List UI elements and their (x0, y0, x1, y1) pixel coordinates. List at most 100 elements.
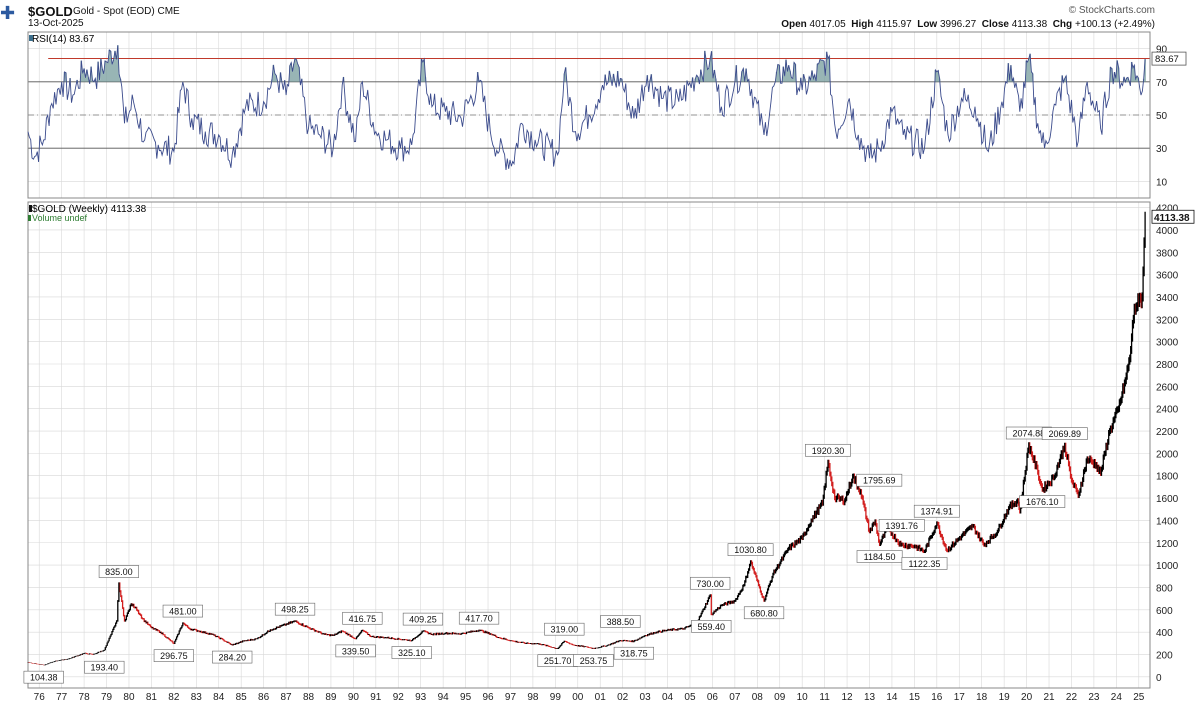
annotation-text: 559.40 (698, 622, 726, 632)
annotation-text: 104.38 (30, 673, 58, 683)
annotation-box (856, 473, 903, 487)
x-tick-label: 19 (999, 692, 1011, 703)
price-down-bars (28, 292, 1142, 666)
annotation-label: 409.25 (402, 612, 444, 626)
annotation-text: 319.00 (551, 625, 579, 635)
rsi-last-value: 83.67 (1151, 51, 1187, 66)
price-tick-label: 1400 (1156, 516, 1179, 527)
annotation-box (856, 550, 903, 563)
annotation-box (727, 543, 774, 556)
x-tick-label: 07 (729, 692, 741, 703)
rsi-panel-icon (29, 35, 33, 41)
annotation-label: 388.50 (600, 615, 641, 628)
annotation-label: 498.25 (274, 602, 316, 616)
price-last-value: 4113.38 (1151, 209, 1195, 224)
high-label: High (851, 19, 874, 30)
annotation-label: 1391.76 (878, 519, 925, 532)
price-tick-label: 4000 (1156, 226, 1179, 237)
annotation-label: 251.70 (537, 654, 578, 668)
x-tick-label: 96 (482, 692, 494, 703)
x-tick-label: 06 (707, 692, 719, 703)
price-last-value-text: 4113.38 (1154, 213, 1190, 224)
rsi-last-value-text: 83.67 (1155, 54, 1179, 65)
x-tick-label: 91 (370, 692, 382, 703)
annotation-box (1041, 427, 1088, 440)
annotation-label: 284.20 (212, 650, 253, 664)
open-value: 4017.05 (809, 19, 846, 30)
annotation-text: 284.20 (218, 653, 246, 663)
annotation-box (600, 615, 641, 628)
x-tick-label: 81 (146, 692, 158, 703)
price-tick-label: 2600 (1156, 382, 1179, 393)
x-tick-label: 09 (774, 692, 786, 703)
low-label: Low (917, 19, 938, 30)
annotation-box (878, 519, 925, 532)
annotation-text: 339.50 (342, 646, 370, 656)
x-tick-label: 15 (909, 692, 921, 703)
price-tick-label: 3400 (1156, 293, 1179, 304)
price-tick-label: 2400 (1156, 405, 1179, 416)
annotation-label: 296.75 (153, 649, 194, 662)
x-tick-label: 94 (438, 692, 450, 703)
symbol-description: Gold - Spot (EOD) CME (73, 6, 180, 17)
x-tick-label: 77 (56, 692, 68, 703)
annotation-label: 730.00 (690, 576, 731, 590)
x-tick-label: 76 (34, 692, 46, 703)
annotation-box (84, 660, 125, 674)
rsi-tick-label: 70 (1156, 78, 1168, 89)
x-tick-label: 11 (819, 692, 830, 703)
annotation-text: 1920.30 (812, 446, 845, 456)
annotation-box (153, 649, 194, 662)
x-tick-label: 10 (797, 692, 809, 703)
annotation-text: 1122.35 (909, 559, 941, 569)
price-tick-label: 1800 (1156, 472, 1179, 483)
rsi-tick-label: 90 (1156, 45, 1168, 56)
x-tick-label: 99 (550, 692, 562, 703)
price-tick-label: 200 (1156, 650, 1173, 661)
annotation-text: 253.75 (580, 656, 608, 666)
x-tick-label: 95 (460, 692, 472, 703)
high-value: 4115.97 (876, 19, 912, 30)
brand-label[interactable]: © StockCharts.com (1068, 5, 1155, 16)
x-tick-label: 13 (864, 692, 876, 703)
price-up-bars (27, 211, 1146, 666)
rsi-series (27, 45, 1146, 170)
annotation-label: 193.40 (84, 660, 125, 674)
annotation-label: 104.38 (23, 670, 64, 684)
plus-icon[interactable]: ✚ (0, 3, 16, 23)
x-tick-label: 80 (123, 692, 135, 703)
x-tick-label: 21 (1043, 692, 1055, 703)
annotation-text: 296.75 (160, 651, 188, 661)
axes: 76 77 78 79 80 81 82 83 84 85 86 87 88 89 90 91 92 93 94 95… (28, 35, 1195, 703)
annotation-label: 1676.10 (1019, 495, 1066, 508)
annotation-label: 1795.69 (856, 473, 903, 487)
annotation-box (913, 504, 960, 518)
rsi-tick-label: 50 (1156, 111, 1168, 122)
annotation-box (212, 650, 253, 664)
annotation-label: 680.80 (743, 606, 785, 620)
price-tick-label: 2200 (1156, 427, 1179, 438)
annotation-text: 251.70 (544, 656, 572, 666)
close-label: Close (981, 19, 1009, 30)
chart-header: ✚ $GOLD Gold - Spot (EOD) CME 13-Oct-202… (0, 0, 1200, 32)
x-tick-label: 12 (841, 692, 853, 703)
low-value: 3996.27 (940, 19, 977, 30)
price-tick-label: 1000 (1156, 561, 1179, 572)
x-tick-label: 87 (280, 692, 292, 703)
price-label: $GOLD (Weekly) 4113.38 (32, 204, 147, 215)
annotation-label: 325.10 (391, 646, 432, 659)
annotation-text: 325.10 (398, 648, 426, 658)
chg-value: +100.13 (+2.49%) (1074, 19, 1155, 30)
x-tick-label: 03 (640, 692, 652, 703)
price-annotations: 104.38 193.40 835.00 296.75 481.00 284.20 498.… (23, 426, 1088, 684)
x-tick-label: 22 (1066, 692, 1078, 703)
description-text: Gold - Spot (EOD) (73, 6, 155, 17)
x-tick-label: 98 (527, 692, 539, 703)
price-tick-label: 2800 (1156, 360, 1179, 371)
annotation-text: 409.25 (409, 615, 437, 625)
annotation-label: 1122.35 (901, 557, 948, 570)
volume-icon (28, 215, 31, 221)
annotation-text: 1184.50 (864, 552, 896, 562)
x-tick-label: 18 (976, 692, 988, 703)
